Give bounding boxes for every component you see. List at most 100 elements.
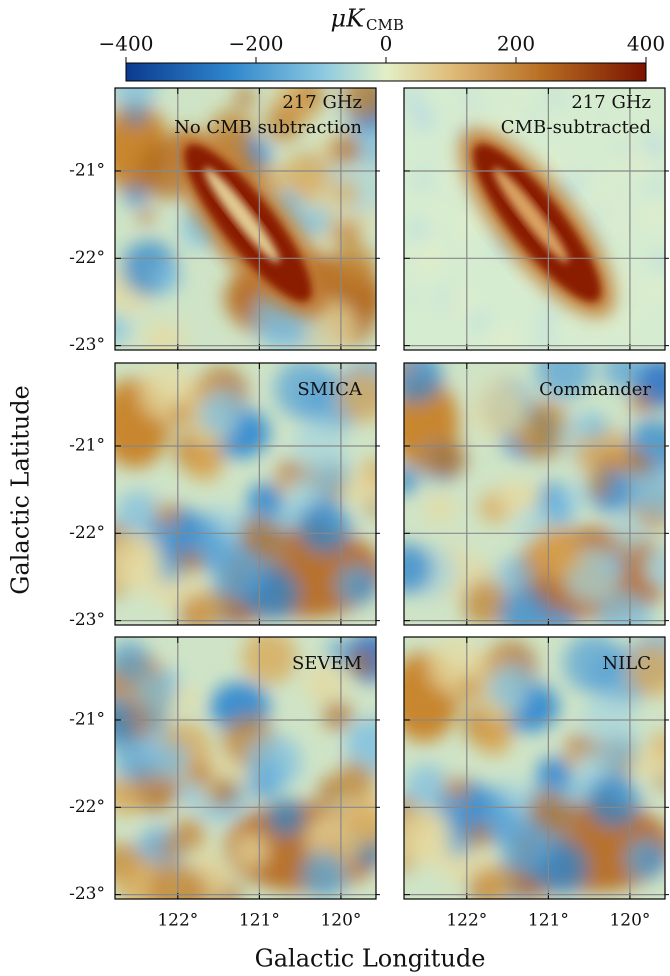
blob (326, 638, 351, 664)
blob (295, 314, 313, 333)
blob (404, 543, 433, 594)
y-axis-label: Galactic Latitude (7, 385, 35, 595)
map (404, 637, 665, 899)
panel-label: NILC (602, 653, 651, 674)
panel-label: 217 GHz (571, 92, 651, 113)
blob (409, 104, 434, 128)
blob (416, 242, 441, 267)
panel-frame (403, 636, 666, 900)
blob (620, 316, 634, 330)
blob (348, 649, 375, 676)
map-texture (404, 637, 665, 899)
blob (577, 749, 607, 780)
x-tick-label: 121° (239, 911, 280, 931)
blob (645, 280, 665, 300)
galaxy-inner (204, 167, 280, 263)
blob (209, 778, 238, 807)
blob (260, 323, 286, 349)
panel-label: 217 GHz (282, 92, 362, 113)
blob (547, 88, 565, 106)
blob (443, 169, 459, 185)
blob (527, 109, 538, 121)
panel-frame (114, 362, 377, 626)
blob (115, 532, 163, 593)
blob (617, 144, 628, 155)
blob (571, 320, 581, 330)
blob (419, 266, 433, 279)
blob (612, 273, 630, 291)
blob (458, 105, 479, 125)
colorbar-tick-label: 200 (497, 32, 535, 56)
blob (592, 330, 603, 342)
colorbar-tick-label: 400 (627, 32, 665, 56)
blob (581, 214, 599, 231)
blob (338, 370, 376, 424)
panel-frame (114, 87, 377, 351)
blob (500, 819, 554, 873)
panel-label: No CMB subtraction (174, 117, 362, 138)
blob (199, 389, 244, 434)
blob (424, 492, 456, 524)
blob (503, 113, 515, 126)
map (404, 88, 665, 350)
blob (264, 104, 303, 143)
blob (495, 556, 535, 595)
blob (471, 311, 490, 330)
colorbar-tick-label: −400 (99, 32, 154, 56)
map-texture (404, 363, 665, 625)
blob (115, 88, 157, 110)
blob (232, 832, 269, 869)
blob (637, 467, 665, 517)
blob (333, 246, 376, 291)
blob (404, 806, 452, 867)
blob (282, 151, 331, 200)
colorbar-label-sub: CMB (366, 16, 404, 34)
blob (595, 187, 609, 201)
blob (180, 783, 203, 806)
blob (458, 676, 481, 698)
blob (186, 444, 224, 483)
blob (559, 782, 582, 805)
blob (189, 590, 228, 625)
blob (643, 545, 665, 587)
blob (587, 201, 603, 216)
y-tick-label: -22° (69, 797, 105, 817)
blob (648, 252, 658, 262)
blob (317, 778, 341, 802)
blob (471, 299, 480, 308)
blob (561, 479, 588, 507)
blob (115, 701, 138, 746)
y-tick-label: -23° (69, 884, 105, 904)
panel-frame (114, 636, 377, 900)
panel-label: CMB-subtracted (501, 117, 651, 138)
blob (115, 783, 142, 817)
blob (488, 663, 533, 708)
blob (588, 473, 613, 499)
blob (241, 637, 298, 685)
blob (173, 686, 199, 712)
blob (296, 88, 326, 110)
blob (603, 553, 627, 577)
colorbar-label: μK (330, 5, 366, 33)
blob (143, 321, 185, 350)
blob (612, 121, 626, 134)
blob (632, 306, 641, 315)
blob (246, 734, 302, 791)
x-tick-label: 120° (320, 911, 361, 931)
blob (137, 208, 154, 225)
blob (302, 661, 347, 706)
map (115, 363, 376, 625)
x-tick-label: 122° (446, 911, 487, 931)
x-tick-label: 120° (609, 911, 650, 931)
blob (404, 185, 411, 198)
blob (153, 263, 183, 292)
blob (556, 315, 568, 327)
blob (602, 363, 644, 391)
blob (467, 823, 492, 848)
y-tick-label: -23° (69, 335, 105, 355)
panel-frame (403, 362, 666, 626)
blob (322, 700, 353, 731)
blob (404, 363, 443, 403)
blob (455, 214, 477, 236)
panel-label: SMICA (297, 379, 363, 400)
